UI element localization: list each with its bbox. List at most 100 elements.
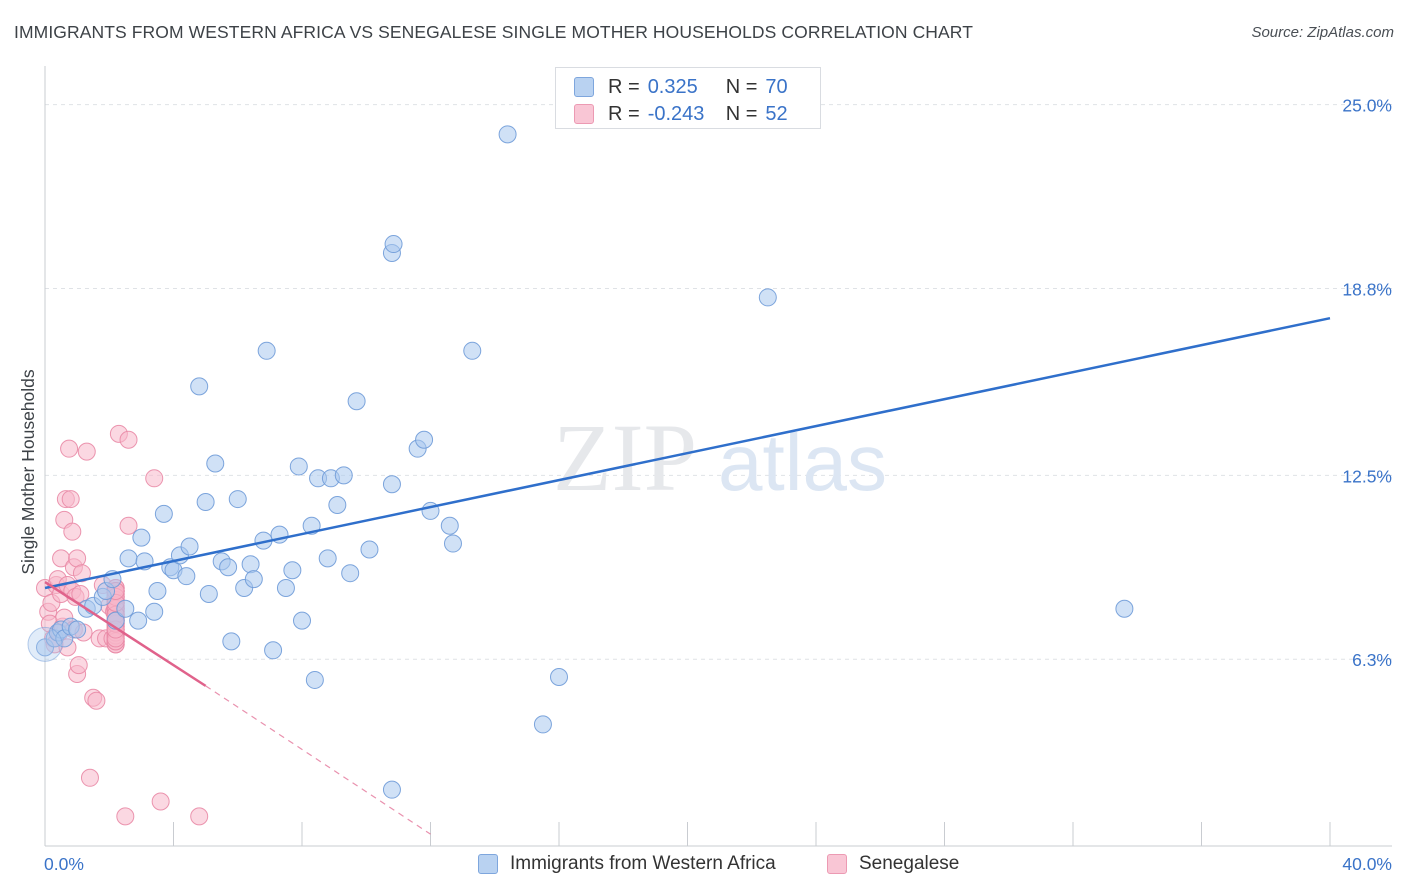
bottom-legend-label: Immigrants from Western Africa bbox=[510, 853, 776, 874]
bottom-swatch-blue-icon bbox=[478, 854, 498, 874]
x-tick-label-min: 0.0% bbox=[44, 854, 84, 874]
western-africa-point bbox=[347, 392, 366, 411]
western-africa-points bbox=[27, 125, 1134, 799]
western-africa-point bbox=[177, 567, 196, 586]
senegalese-point bbox=[87, 691, 106, 710]
western-africa-point bbox=[132, 528, 151, 547]
axis-labels: 6.3% 12.5% 18.8% 25.0% 0.0% 40.0% Single Mothe… bbox=[18, 96, 1392, 874]
senegalese-trend-line bbox=[44, 581, 207, 687]
western-africa-trend-line bbox=[44, 316, 1331, 590]
western-africa-point bbox=[283, 561, 302, 580]
watermark-atlas: atlas bbox=[718, 418, 887, 507]
western-africa-point bbox=[129, 611, 148, 630]
western-africa-point bbox=[293, 611, 311, 630]
western-africa-point bbox=[148, 581, 167, 600]
senegalese-point bbox=[69, 656, 88, 675]
source-label: Source: ZipAtlas.com bbox=[1251, 24, 1394, 41]
western-africa-point bbox=[190, 377, 209, 396]
western-africa-point bbox=[289, 457, 308, 476]
legend-r-value: -0.243 bbox=[647, 102, 705, 125]
senegalese-point bbox=[63, 522, 82, 541]
senegalese-point bbox=[72, 564, 91, 583]
western-africa-point bbox=[1115, 599, 1134, 618]
western-africa-point bbox=[360, 540, 379, 559]
western-africa-point bbox=[228, 490, 247, 509]
western-africa-point bbox=[382, 780, 401, 799]
legend-row-western-africa: R = 0.325 N = 70 bbox=[574, 75, 788, 99]
western-africa-point bbox=[305, 670, 324, 689]
western-africa-point bbox=[145, 602, 164, 621]
x-tick-label-max: 40.0% bbox=[1342, 854, 1392, 874]
legend-r-value: 0.325 bbox=[647, 75, 698, 98]
y-axis-title: Single Mother Households bbox=[18, 369, 38, 575]
western-africa-point bbox=[334, 466, 353, 485]
senegalese-point bbox=[60, 439, 79, 458]
senegalese-point bbox=[119, 516, 138, 535]
western-africa-point bbox=[341, 564, 360, 583]
y-tick-label: 25.0% bbox=[1342, 96, 1392, 116]
senegalese-point bbox=[116, 807, 135, 826]
senegalese-point bbox=[80, 768, 99, 787]
legend-n-value: 70 bbox=[765, 75, 788, 98]
bottom-legend-senegalese: Senegalese bbox=[827, 852, 959, 876]
western-africa-point bbox=[443, 534, 462, 553]
correlation-legend: R = 0.325 N = 70 R = -0.243 N = 52 bbox=[555, 67, 821, 129]
western-africa-point bbox=[440, 516, 459, 535]
western-africa-point bbox=[463, 341, 482, 360]
western-africa-point bbox=[222, 632, 241, 651]
western-africa-point bbox=[244, 570, 263, 589]
legend-n-value: 52 bbox=[765, 102, 788, 125]
senegalese-point bbox=[61, 490, 80, 509]
western-africa-point bbox=[154, 504, 173, 523]
legend-n-label: N = bbox=[725, 75, 758, 98]
bottom-swatch-pink-icon bbox=[827, 854, 847, 874]
gridlines bbox=[45, 104, 1392, 660]
western-africa-point bbox=[180, 537, 199, 556]
legend-row-senegalese: R = -0.243 N = 52 bbox=[574, 102, 788, 126]
western-africa-point bbox=[318, 549, 337, 568]
western-africa-point bbox=[196, 493, 215, 512]
western-africa-point bbox=[219, 558, 238, 577]
western-africa-point bbox=[119, 549, 138, 568]
senegalese-point bbox=[145, 469, 164, 488]
chart-title: IMMIGRANTS FROM WESTERN AFRICA VS SENEGA… bbox=[14, 22, 974, 42]
senegalese-point bbox=[119, 430, 138, 449]
western-africa-point-cluster bbox=[27, 626, 63, 662]
trend-lines bbox=[44, 316, 1331, 835]
western-africa-point bbox=[257, 341, 276, 360]
y-tick-label: 12.5% bbox=[1342, 466, 1392, 486]
western-africa-point bbox=[384, 235, 403, 254]
bottom-legend-label: Senegalese bbox=[859, 853, 960, 874]
y-tick-label: 18.8% bbox=[1342, 280, 1392, 300]
legend-n-label: N = bbox=[725, 102, 758, 125]
watermark-zip: ZIP bbox=[553, 404, 697, 511]
senegalese-trend-extension bbox=[205, 685, 431, 835]
western-africa-point bbox=[758, 288, 777, 307]
legend-swatch-pink-icon bbox=[574, 104, 594, 124]
western-africa-point bbox=[382, 475, 401, 494]
senegalese-point bbox=[71, 584, 90, 603]
legend-r-label: R = bbox=[608, 75, 640, 98]
watermark: ZIP atlas bbox=[553, 404, 887, 511]
western-africa-point bbox=[68, 620, 87, 639]
western-africa-point bbox=[328, 495, 347, 514]
legend-swatch-blue-icon bbox=[574, 77, 594, 97]
western-africa-point bbox=[533, 715, 552, 734]
y-tick-label: 6.3% bbox=[1352, 650, 1392, 670]
western-africa-point bbox=[241, 555, 260, 574]
western-africa-point bbox=[264, 641, 283, 660]
senegalese-point bbox=[190, 807, 209, 826]
western-africa-point bbox=[498, 125, 517, 144]
western-africa-point bbox=[199, 584, 218, 603]
western-africa-point bbox=[276, 579, 295, 598]
legend-r-label: R = bbox=[608, 102, 640, 125]
axes bbox=[44, 66, 1392, 847]
western-africa-point bbox=[550, 667, 568, 686]
senegalese-point bbox=[77, 442, 96, 461]
western-africa-point bbox=[206, 454, 225, 473]
western-africa-point bbox=[116, 599, 135, 618]
bottom-legend-western-africa: Immigrants from Western Africa bbox=[478, 852, 776, 876]
western-africa-point bbox=[415, 430, 434, 449]
senegalese-point bbox=[151, 792, 170, 811]
